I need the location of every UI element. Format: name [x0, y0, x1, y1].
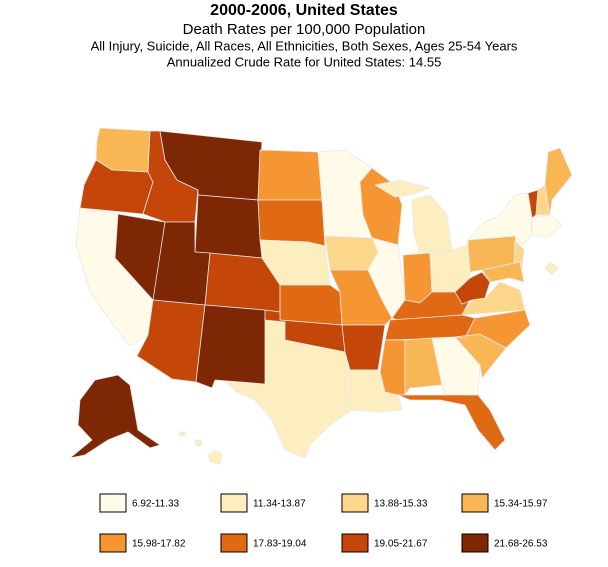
description: All Injury, Suicide, All Races, All Ethn… [91, 38, 518, 53]
legend-label: 15.98-17.82 [132, 539, 186, 550]
state [257, 149, 323, 201]
state [349, 369, 403, 413]
legend-swatch [99, 493, 127, 513]
title: 2000-2006, United States [210, 2, 398, 19]
state [367, 237, 406, 319]
state [513, 239, 525, 269]
state [544, 261, 559, 276]
state [454, 271, 491, 305]
legend-label: 13.88-15.33 [374, 499, 428, 510]
state [195, 304, 266, 389]
description: Annualized Crude Rate for United States:… [167, 54, 442, 69]
legend-label: 11.34-13.87 [253, 499, 306, 510]
state [454, 309, 531, 349]
state [481, 261, 525, 283]
state [531, 214, 563, 239]
state [207, 449, 223, 465]
legend-swatch [341, 493, 369, 513]
state [544, 147, 573, 216]
legend-label: 19.05-21.67 [374, 539, 428, 550]
state [194, 194, 263, 259]
state [257, 199, 326, 247]
legend-swatch [341, 533, 369, 553]
state [179, 431, 186, 437]
legend-swatch [99, 533, 127, 553]
legend-label: 17.83-19.04 [253, 539, 307, 550]
state [69, 374, 161, 459]
legend-label: 21.68-26.53 [494, 539, 548, 550]
us-map [69, 127, 573, 465]
state [397, 394, 506, 451]
state [411, 194, 453, 256]
legend-swatch [461, 533, 489, 553]
state [341, 324, 386, 371]
legend-swatch [220, 533, 248, 553]
state [374, 179, 431, 198]
state [194, 439, 203, 447]
state [404, 337, 443, 396]
legend-label: 6.92-11.33 [132, 499, 180, 510]
state [467, 192, 533, 246]
legend-swatch [220, 493, 248, 513]
state [379, 339, 406, 396]
legend-swatch [461, 493, 489, 513]
state [324, 235, 379, 271]
subtitle: Death Rates per 100,000 Population [183, 21, 426, 38]
state [279, 284, 343, 326]
legend-label: 15.34-15.97 [494, 499, 548, 510]
legend: 6.92-11.33 11.34-13.87 13.88-15.33 15.34-15… [99, 493, 548, 553]
